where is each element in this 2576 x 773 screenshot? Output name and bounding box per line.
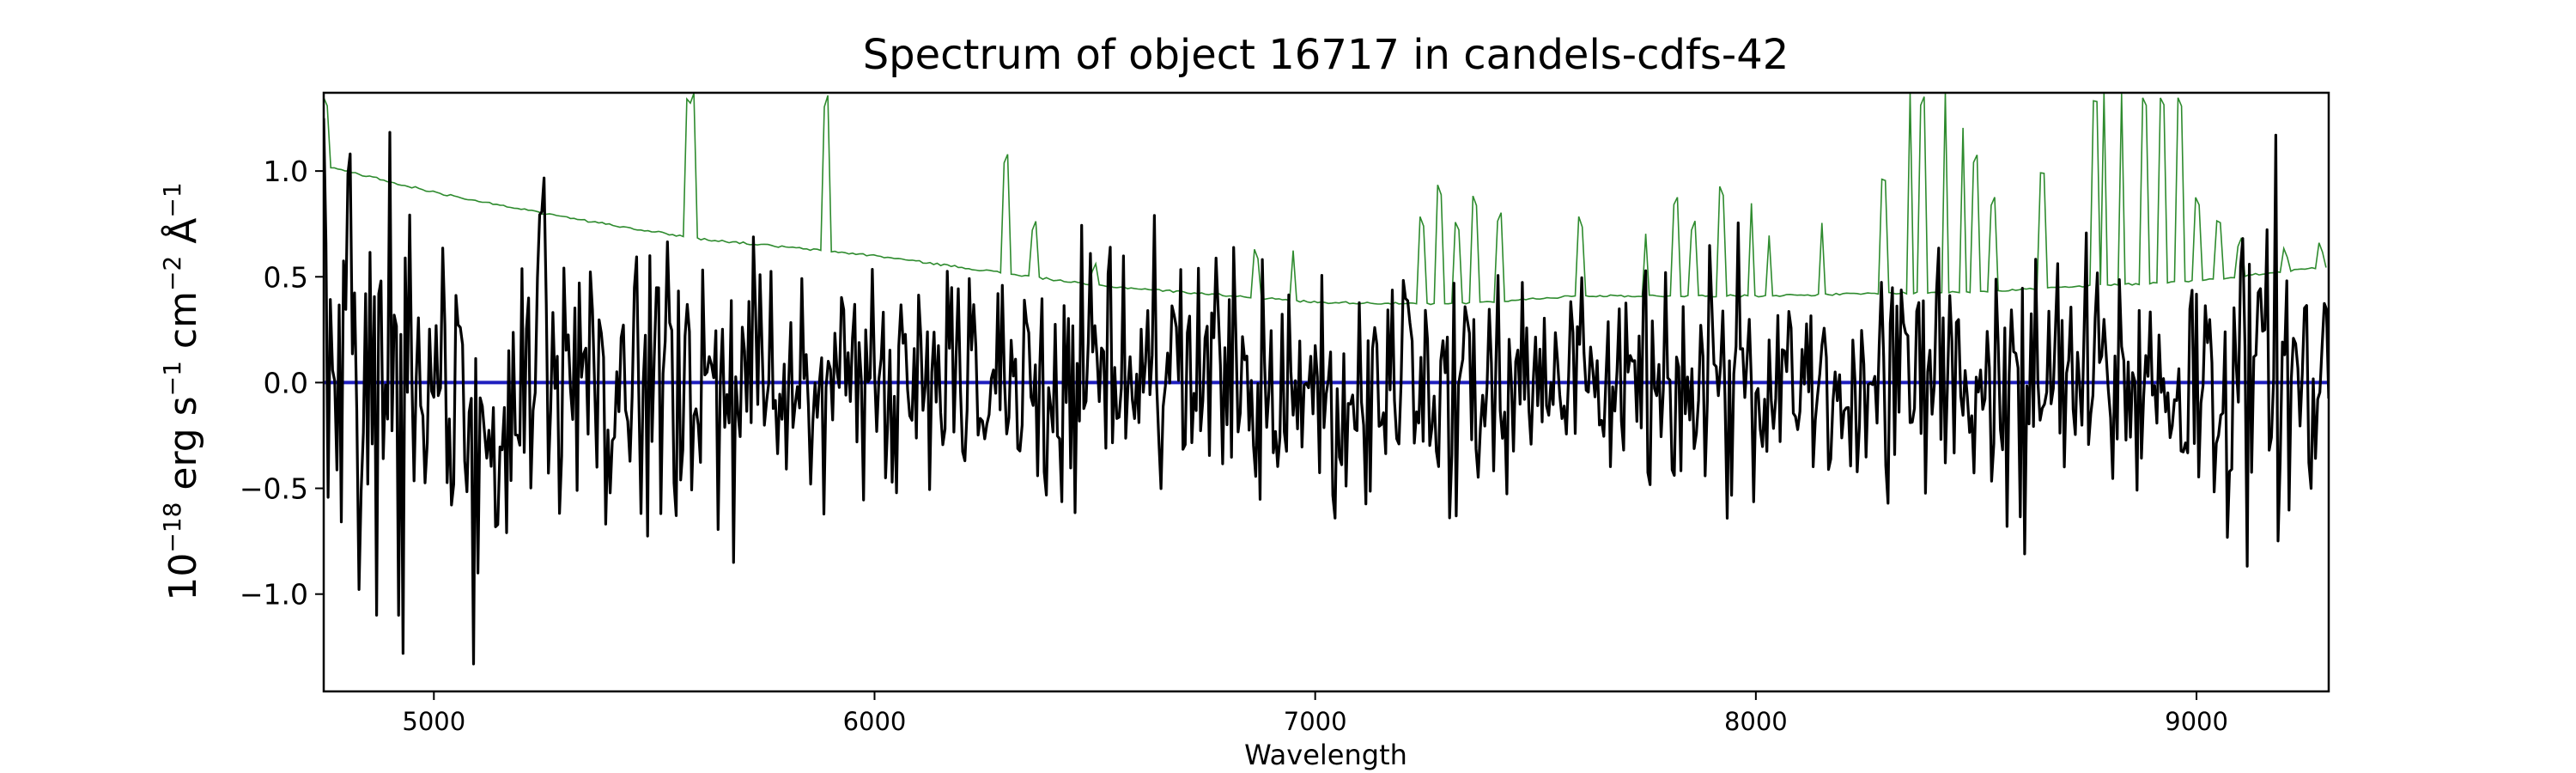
y-tick-label: −1.0 [240, 578, 308, 612]
x-tick-label: 5000 [402, 707, 465, 736]
y-tick-label: 0.5 [264, 260, 308, 294]
y-tick-label: 1.0 [264, 155, 308, 188]
sky-spectrum-line [324, 93, 2327, 306]
y-axis: −1.0 −0.5 0.0 0.5 1.0 [240, 155, 324, 612]
y-axis-label: 10−18 erg s−1 cm−2 Å−1 [158, 182, 205, 600]
plot-area [324, 93, 2329, 666]
object-flux-line [324, 118, 2329, 666]
axes-frame [322, 91, 2330, 693]
x-tick-label: 9000 [2165, 707, 2228, 736]
x-tick-label: 6000 [843, 707, 907, 736]
y-tick-label: −0.5 [240, 472, 308, 506]
x-tick-label: 8000 [1724, 707, 1788, 736]
y-tick-label: 0.0 [264, 366, 308, 399]
x-axis: 5000 6000 7000 8000 9000 [402, 691, 2228, 736]
chart-title: Spectrum of object 16717 in candels-cdfs… [863, 31, 1789, 79]
x-tick-label: 7000 [1284, 707, 1347, 736]
x-axis-label: Wavelength [1244, 739, 1407, 771]
